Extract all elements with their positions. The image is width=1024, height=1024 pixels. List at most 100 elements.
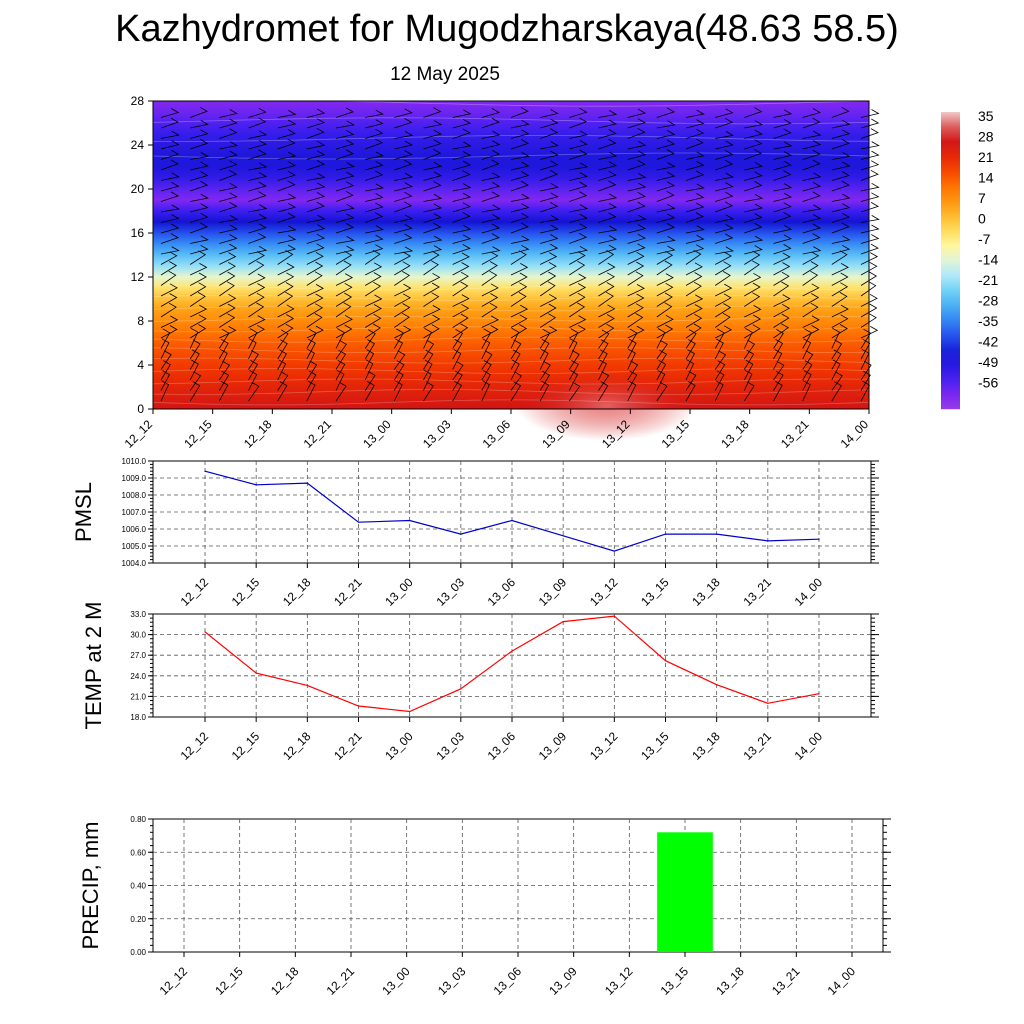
x-tick-label: 12_12 — [122, 417, 156, 451]
wind-barb — [481, 380, 490, 402]
wind-barb — [364, 249, 381, 265]
pmsl-point — [255, 484, 257, 486]
wind-barb — [656, 130, 676, 139]
wind-barb — [715, 118, 734, 129]
colorbar-label: -21 — [978, 272, 998, 288]
wind-barb — [802, 338, 812, 360]
wind-barb — [452, 234, 472, 244]
wind-barb — [423, 120, 443, 129]
wind-barb — [394, 293, 411, 307]
wind-barb — [248, 223, 267, 234]
wind-barb — [510, 292, 527, 307]
wind-barb — [627, 284, 645, 297]
wind-barb — [540, 293, 558, 307]
wind-barb — [540, 326, 558, 339]
wind-barb — [335, 120, 355, 129]
temp2m-point — [306, 684, 308, 687]
wind-barb — [656, 149, 675, 160]
wind-barb — [394, 108, 413, 118]
wind-barb — [481, 149, 500, 160]
wind-barb — [481, 293, 499, 307]
wind-barb — [831, 244, 851, 255]
wind-barb — [773, 262, 791, 276]
wind-barb — [510, 282, 528, 297]
wind-barb — [656, 260, 673, 276]
wind-barb — [802, 159, 821, 171]
wind-barb — [277, 359, 287, 381]
precip-x-tick-label: 13_21 — [769, 964, 803, 998]
wind-barb — [365, 138, 384, 150]
wind-barb — [598, 304, 616, 318]
wind-barb — [860, 224, 880, 234]
wind-barb — [190, 139, 209, 150]
wind-barb — [160, 302, 177, 318]
wind-barb — [277, 129, 297, 139]
wind-barb — [160, 246, 180, 255]
wind-barb — [452, 313, 469, 328]
wind-barb — [744, 194, 764, 202]
contour-line — [152, 99, 870, 107]
wind-barb — [802, 108, 822, 118]
wind-barb — [802, 370, 812, 391]
wind-barb — [510, 171, 530, 181]
wind-barb — [277, 262, 295, 276]
wind-barb — [744, 181, 763, 192]
wind-barb — [277, 235, 297, 244]
wind-barb — [685, 262, 703, 276]
wind-barb — [306, 182, 326, 192]
wind-barb — [510, 119, 530, 129]
wind-barb — [277, 329, 289, 349]
wind-barb — [452, 252, 470, 265]
wind-barb — [219, 271, 236, 286]
wind-barb — [773, 211, 792, 223]
wind-barb — [744, 250, 761, 265]
wind-barb — [365, 128, 384, 139]
precip-x-tick-label: 14_00 — [825, 964, 859, 998]
wind-barb — [831, 180, 850, 192]
temp2m-x-tick-label: 13_18 — [689, 729, 723, 763]
temp2m-x-tick-label: 13_15 — [638, 729, 672, 763]
wind-barb — [773, 294, 791, 307]
wind-barb — [627, 303, 644, 318]
wind-barb — [452, 118, 472, 129]
wind-barb — [598, 244, 617, 255]
precip-y-tick-label: 0.00 — [130, 948, 146, 957]
wind-barb — [335, 273, 354, 286]
wind-barb — [423, 314, 441, 328]
wind-barb — [277, 282, 294, 297]
wind-barb — [452, 202, 471, 213]
wind-barb — [598, 349, 608, 370]
wind-barb — [365, 109, 384, 118]
wind-barb — [306, 303, 324, 318]
wind-barb — [248, 283, 266, 297]
temp2m-point — [204, 631, 206, 633]
wind-barb — [831, 327, 840, 349]
wind-barb — [598, 262, 616, 276]
wind-barb — [540, 109, 559, 118]
wind-barb — [860, 252, 879, 265]
temp2m-y-tick-label: 27.0 — [130, 651, 146, 660]
wind-barb — [744, 245, 763, 255]
wind-barb — [685, 170, 705, 181]
wind-barb — [540, 202, 559, 213]
wind-barb — [335, 213, 355, 223]
wind-barb — [569, 223, 588, 234]
wind-barb — [160, 204, 180, 213]
wind-barb — [452, 323, 469, 339]
wind-barb — [423, 292, 440, 307]
wind-barb — [365, 294, 383, 307]
wind-barb — [743, 339, 755, 360]
wind-barb — [685, 212, 704, 223]
wind-barb — [189, 349, 200, 370]
wind-barb — [598, 272, 616, 286]
wind-barb — [306, 201, 325, 213]
temp2m-point — [357, 705, 360, 707]
wind-barb — [364, 281, 382, 297]
contour-line — [152, 305, 870, 312]
wind-barb — [160, 172, 180, 181]
y-tick-label: 20 — [131, 182, 145, 196]
wind-barb — [510, 193, 530, 202]
wind-barb — [364, 329, 376, 349]
wind-barb — [627, 348, 636, 370]
pmsl-y-tick-label: 1004.0 — [122, 559, 147, 568]
